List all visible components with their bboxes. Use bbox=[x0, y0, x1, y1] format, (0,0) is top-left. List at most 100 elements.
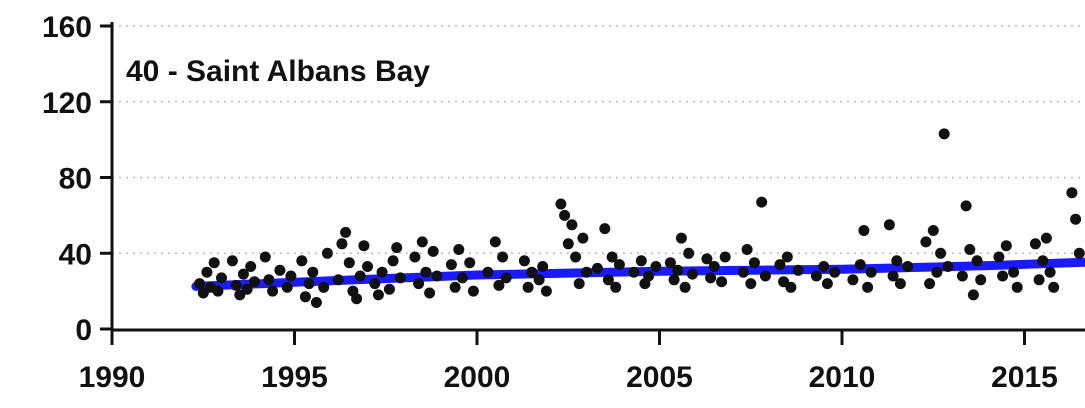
x-tick-label: 2000 bbox=[444, 361, 511, 394]
data-point bbox=[540, 285, 552, 297]
points-layer bbox=[194, 128, 1085, 308]
data-point bbox=[701, 253, 713, 265]
data-point bbox=[467, 285, 479, 297]
trend-line bbox=[191, 257, 1085, 291]
y-tick-label: 0 bbox=[75, 314, 92, 347]
data-point bbox=[351, 293, 363, 305]
data-point bbox=[1008, 266, 1020, 278]
data-point bbox=[208, 257, 220, 269]
data-point bbox=[376, 266, 388, 278]
data-point bbox=[420, 266, 432, 278]
data-point bbox=[891, 255, 903, 267]
data-point bbox=[518, 255, 530, 267]
y-tick-label: 40 bbox=[59, 238, 92, 271]
data-point bbox=[274, 264, 286, 276]
data-point bbox=[920, 236, 932, 248]
data-point bbox=[431, 270, 443, 282]
data-point bbox=[212, 285, 224, 297]
data-point bbox=[391, 242, 403, 254]
data-point bbox=[533, 274, 545, 286]
data-point bbox=[321, 247, 333, 259]
data-point bbox=[369, 278, 381, 290]
data-point bbox=[628, 266, 640, 278]
data-point bbox=[1073, 247, 1085, 259]
data-point bbox=[591, 262, 603, 274]
data-point bbox=[464, 257, 476, 269]
data-point bbox=[332, 274, 344, 286]
data-point bbox=[453, 244, 465, 255]
x-tick-label: 1990 bbox=[79, 361, 146, 394]
y-tick-label: 80 bbox=[59, 163, 92, 196]
data-point bbox=[230, 279, 242, 291]
data-point bbox=[336, 238, 348, 250]
data-point bbox=[303, 278, 315, 290]
data-point bbox=[318, 281, 330, 293]
data-point bbox=[668, 274, 680, 286]
data-point bbox=[555, 198, 567, 210]
data-point bbox=[500, 272, 512, 284]
data-point bbox=[927, 225, 939, 236]
data-point bbox=[570, 251, 582, 263]
data-point bbox=[362, 261, 373, 272]
data-point bbox=[310, 297, 322, 308]
data-point bbox=[559, 209, 571, 221]
data-point bbox=[1011, 281, 1023, 293]
data-point bbox=[883, 219, 895, 231]
data-point bbox=[650, 261, 662, 272]
data-point bbox=[248, 276, 260, 288]
data-point bbox=[281, 281, 293, 293]
data-point bbox=[245, 261, 257, 272]
data-point bbox=[497, 251, 509, 263]
data-point bbox=[259, 251, 271, 263]
data-point bbox=[931, 266, 943, 278]
data-point bbox=[427, 245, 439, 257]
data-point bbox=[1037, 255, 1049, 267]
data-point bbox=[635, 255, 647, 267]
data-point bbox=[781, 251, 793, 263]
data-point bbox=[818, 261, 830, 272]
data-point bbox=[296, 255, 308, 267]
chart-title: 40 - Saint Albans Bay bbox=[126, 55, 430, 88]
data-point bbox=[267, 285, 279, 297]
data-point bbox=[993, 251, 1005, 263]
data-point bbox=[409, 251, 421, 263]
data-point bbox=[226, 255, 238, 267]
data-point bbox=[675, 232, 687, 244]
data-point bbox=[416, 236, 428, 248]
data-point bbox=[865, 266, 877, 278]
data-point bbox=[445, 259, 457, 271]
data-point bbox=[1066, 187, 1078, 199]
data-point bbox=[340, 226, 352, 238]
data-point bbox=[748, 257, 760, 269]
data-point bbox=[967, 289, 979, 301]
data-point bbox=[394, 272, 406, 284]
data-point bbox=[387, 255, 399, 267]
data-point bbox=[887, 270, 899, 282]
data-point bbox=[358, 240, 370, 252]
data-point bbox=[894, 278, 906, 290]
data-point bbox=[971, 255, 983, 267]
data-point bbox=[413, 278, 425, 290]
data-point bbox=[577, 232, 589, 244]
data-point bbox=[424, 287, 436, 299]
data-point bbox=[643, 270, 655, 282]
data-point bbox=[482, 266, 494, 278]
data-point bbox=[672, 264, 684, 276]
data-point bbox=[562, 238, 574, 250]
data-point bbox=[493, 279, 505, 291]
data-point bbox=[683, 247, 695, 259]
data-point bbox=[785, 281, 797, 293]
data-point bbox=[537, 261, 549, 272]
x-tick-label: 2005 bbox=[626, 361, 693, 394]
data-point bbox=[705, 272, 717, 284]
data-point bbox=[1000, 240, 1012, 252]
x-tick-label: 2010 bbox=[809, 361, 876, 394]
data-point bbox=[263, 274, 275, 286]
data-point bbox=[679, 281, 691, 293]
data-point bbox=[194, 278, 206, 290]
data-point bbox=[756, 196, 768, 208]
data-point bbox=[858, 225, 870, 236]
data-point bbox=[942, 261, 954, 272]
data-point bbox=[1033, 274, 1045, 286]
